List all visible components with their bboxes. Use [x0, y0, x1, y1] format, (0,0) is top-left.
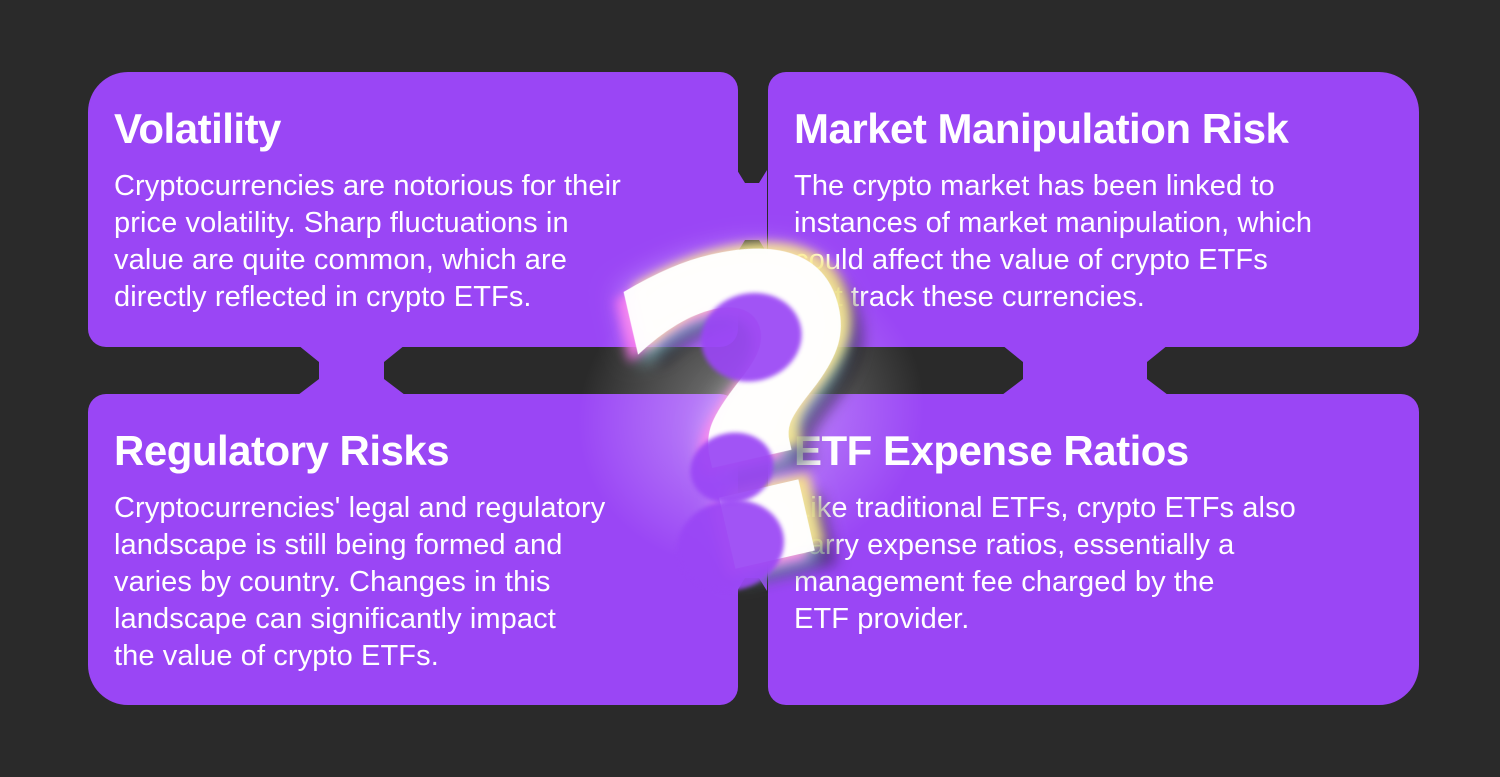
bridge-top-horizontal: [737, 170, 767, 253]
bridge-right-vertical: [1002, 345, 1168, 395]
card-market-manipulation-risk: Market Manipulation Risk The crypto mark…: [768, 72, 1419, 347]
card-title-volatility: Volatility: [114, 105, 281, 152]
card-body-etf-expense-ratios: Like traditional ETFs, crypto ETFs also …: [794, 492, 1296, 635]
card-body-market-manipulation-risk: The crypto market has been linked to ins…: [794, 170, 1313, 313]
card-volatility: Volatility Cryptocurrencies are notoriou…: [88, 72, 738, 347]
card-title-regulatory-risks: Regulatory Risks: [114, 427, 450, 474]
card-regulatory-risks: Regulatory Risks Cryptocurrencies' legal…: [88, 394, 738, 705]
bridge-bottom-horizontal: [737, 508, 767, 591]
bridge-left-vertical: [298, 345, 405, 395]
card-title-market-manipulation-risk: Market Manipulation Risk: [794, 105, 1289, 152]
card-title-etf-expense-ratios: ETF Expense Ratios: [794, 427, 1189, 474]
card-body-regulatory-risks: Cryptocurrencies' legal and regulatory l…: [114, 492, 606, 672]
card-etf-expense-ratios: ETF Expense Ratios Like traditional ETFs…: [768, 394, 1419, 705]
card-body-volatility: Cryptocurrencies are notorious for their…: [114, 170, 621, 313]
